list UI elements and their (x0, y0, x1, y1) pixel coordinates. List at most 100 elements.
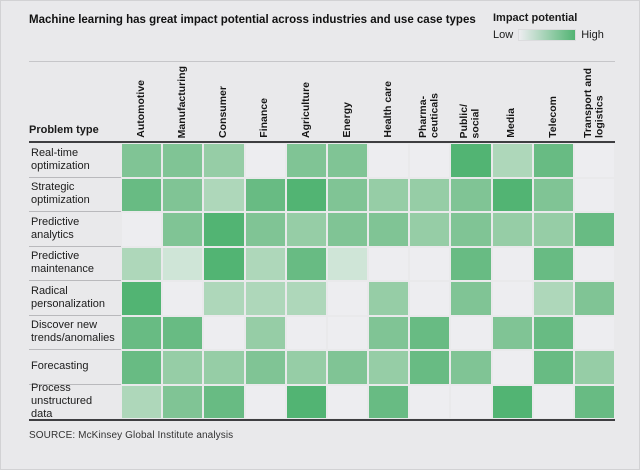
heatmap-cell (410, 282, 450, 315)
heatmap-cell (122, 213, 162, 246)
heatmap-cell (574, 144, 615, 177)
heatmap-cell (286, 351, 326, 384)
column-header: Manufacturing (176, 65, 188, 138)
heatmap-row: Predictive maintenance (29, 247, 615, 281)
heatmap-cell (533, 385, 573, 418)
heatmap-cell (533, 351, 573, 384)
heatmap-cell (410, 247, 450, 280)
heatmap-body: Real-time optimization Strategic optimiza… (29, 143, 615, 421)
heatmap-cell (245, 385, 285, 418)
heatmap-cell (204, 282, 244, 315)
column-header: Energy (340, 102, 353, 138)
heatmap-cell (574, 351, 615, 384)
column-header: Automotive (134, 80, 147, 138)
heatmap-cell (204, 213, 244, 246)
heatmap-cell (245, 213, 285, 246)
heatmap-cell (492, 282, 532, 315)
heatmap-header: Problem type Automotive Manufacturing Cons… (29, 61, 615, 143)
heatmap-cell (122, 282, 162, 315)
heatmap-cell (451, 351, 491, 384)
heatmap-cell (369, 282, 409, 315)
heatmap-cell (533, 213, 573, 246)
heatmap-cell (533, 247, 573, 280)
column-header: Media (505, 108, 518, 138)
row-label: Predictive maintenance (29, 247, 121, 281)
column-header: Finance (258, 98, 271, 138)
heatmap-cell (451, 213, 491, 246)
impact-legend: Impact potential Low High (493, 12, 615, 41)
heatmap-row: Strategic optimization (29, 178, 615, 212)
heatmap-cell (327, 247, 368, 280)
legend-low-label: Low (493, 29, 514, 41)
heatmap-cell (204, 178, 244, 211)
heatmap-cell (574, 178, 615, 211)
heatmap-cell (369, 213, 409, 246)
column-header: Transport and logistics (581, 67, 606, 138)
heatmap-cell (163, 144, 203, 177)
heatmap-cell (327, 282, 368, 315)
heatmap-cell (369, 144, 409, 177)
heatmap-cell (286, 385, 326, 418)
heatmap-row: Process unstructured data (29, 382, 615, 421)
heatmap-cell (492, 144, 532, 177)
heatmap-cell (122, 351, 162, 384)
legend-title: Impact potential (493, 12, 578, 24)
heatmap-cell (163, 316, 203, 349)
heatmap-cell (410, 385, 450, 418)
heatmap-cell (451, 247, 491, 280)
heatmap-cell (327, 144, 368, 177)
heatmap-cell (286, 247, 326, 280)
heatmap-cell (410, 351, 450, 384)
heatmap-cell (163, 351, 203, 384)
heatmap-cell (410, 144, 450, 177)
heatmap-cell (204, 316, 244, 349)
heatmap-cell (327, 213, 368, 246)
heatmap-cell (451, 282, 491, 315)
heatmap-cell (369, 316, 409, 349)
heatmap-cell (492, 213, 532, 246)
heatmap-cell (163, 213, 203, 246)
column-header: Public/ social (458, 103, 482, 138)
heatmap-cell (122, 144, 162, 177)
heatmap-cell (369, 351, 409, 384)
legend-scale: Low High (493, 29, 615, 41)
heatmap-cell (122, 316, 162, 349)
heatmap-cell (533, 316, 573, 349)
heatmap-cell (492, 351, 532, 384)
heatmap-cell (574, 282, 615, 315)
row-label: Strategic optimization (29, 178, 121, 212)
row-label: Radical personalization (29, 281, 121, 316)
heatmap-cell (451, 178, 491, 211)
legend-high-label: High (581, 29, 604, 41)
heatmap-cell (492, 178, 532, 211)
heatmap-cell (245, 144, 285, 177)
heatmap: Problem type Automotive Manufacturing Cons… (29, 61, 615, 421)
heatmap-row: Discover new trends/anomalies (29, 316, 615, 350)
heatmap-cell (410, 178, 450, 211)
heatmap-cell (533, 178, 573, 211)
heatmap-cell (492, 247, 532, 280)
column-header: Consumer (217, 86, 230, 138)
heatmap-cell (204, 144, 244, 177)
heatmap-cell (286, 178, 326, 211)
row-label: Process unstructured data (31, 382, 93, 421)
source-note: SOURCE: McKinsey Global Institute analys… (29, 430, 234, 441)
heatmap-cell (122, 385, 162, 418)
heatmap-cell (574, 213, 615, 246)
heatmap-cell (533, 282, 573, 315)
heatmap-cell (286, 282, 326, 315)
heatmap-cell (163, 385, 203, 418)
heatmap-cell (327, 385, 368, 418)
heatmap-cell (327, 316, 368, 349)
heatmap-cell (286, 213, 326, 246)
column-header: Agriculture (299, 81, 312, 138)
row-label: Forecasting (29, 350, 121, 385)
heatmap-cell (574, 316, 615, 349)
heatmap-row: Real-time optimization (29, 143, 615, 178)
column-header: Health care (381, 81, 394, 138)
chart-title: Machine learning has great impact potent… (29, 14, 476, 26)
heatmap-cell (327, 351, 368, 384)
heatmap-cell (492, 385, 532, 418)
heatmap-cell (574, 247, 615, 280)
